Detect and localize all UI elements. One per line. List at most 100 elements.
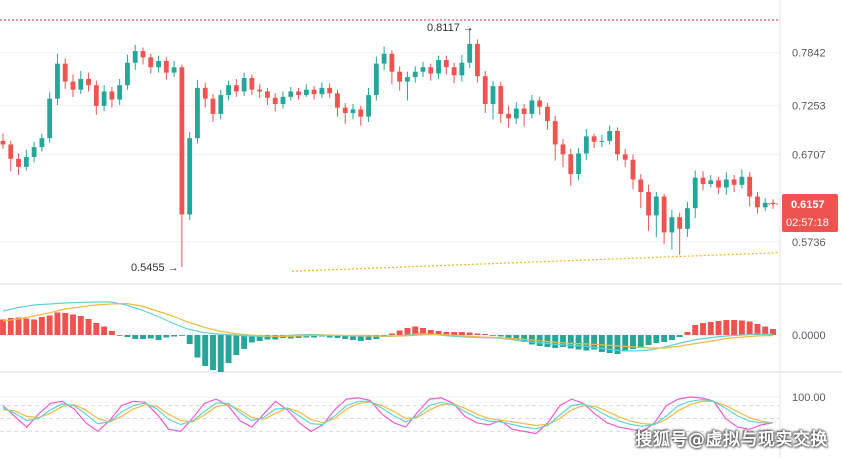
- candle-body: [187, 138, 193, 215]
- macd-histogram-bar: [93, 323, 100, 335]
- macd-histogram-bar: [54, 312, 61, 335]
- candle-body: [428, 67, 434, 74]
- macd-histogram-bar: [140, 335, 146, 339]
- candle-body: [607, 130, 613, 141]
- candle-body: [373, 63, 379, 96]
- macd-histogram-bar: [186, 335, 193, 344]
- candle-body: [552, 121, 558, 145]
- candle-body: [125, 62, 130, 86]
- candle-body: [521, 108, 527, 114]
- candle-body: [389, 53, 395, 72]
- price-tick-label: 0.7842: [792, 48, 826, 60]
- candle-body: [381, 53, 387, 64]
- macd-histogram-bar: [591, 335, 598, 350]
- macd-histogram-bar: [575, 335, 582, 350]
- macd-histogram-bar: [311, 335, 318, 338]
- macd-signal-line: [2, 301, 774, 352]
- candle-body: [272, 97, 278, 105]
- macd-histogram-bar: [490, 335, 496, 336]
- macd-histogram-bar: [373, 335, 380, 339]
- macd-histogram-bar: [427, 330, 434, 335]
- price-axis: 0.7842 0.7253 0.6707 0.5736 0.6157 02:57:18 0.…: [782, 48, 838, 404]
- candle-body: [630, 159, 636, 180]
- macd-histogram-bar: [171, 335, 178, 337]
- macd-histogram-bar: [505, 335, 512, 338]
- macd-histogram-bar: [770, 329, 776, 335]
- macd-histogram-bar: [606, 335, 613, 353]
- macd-histogram-bar: [420, 328, 426, 335]
- macd-histogram-bar: [560, 335, 566, 347]
- macd-histogram-bar: [583, 335, 590, 351]
- macd-histogram-bar: [521, 335, 528, 342]
- macd-histogram-bar: [124, 335, 131, 337]
- candle-body: [195, 87, 200, 139]
- macd-histogram-bar: [598, 335, 605, 352]
- macd-histogram-bar: [653, 335, 660, 343]
- candle-body: [117, 85, 123, 100]
- macd-histogram-bar: [31, 319, 38, 335]
- candle-body: [591, 136, 597, 142]
- candle-body: [436, 60, 441, 74]
- macd-histogram-bar: [676, 335, 683, 337]
- low-annotation: 0.5455 →: [131, 262, 179, 274]
- candle-body: [397, 71, 403, 82]
- macd-histogram-bar: [202, 335, 209, 366]
- kdj-tick-label: 100.00: [792, 392, 826, 404]
- candle-body: [179, 67, 185, 215]
- kdj-line: [2, 398, 773, 430]
- candle-body: [723, 179, 729, 188]
- candle-body: [545, 106, 550, 122]
- candle-body: [47, 98, 53, 139]
- candle-body: [70, 81, 76, 90]
- candle-body: [708, 180, 714, 184]
- candle-body: [405, 77, 410, 82]
- macd-histogram-bar: [217, 335, 224, 372]
- kdj-line: [2, 396, 774, 435]
- macd-histogram-bar: [622, 335, 629, 352]
- candle-body: [23, 157, 29, 167]
- macd-histogram-bar: [318, 335, 325, 337]
- kdj-line: [2, 400, 774, 427]
- candle-body: [218, 95, 224, 114]
- macd-histogram-bar: [241, 335, 248, 349]
- price-tick-label: 0.6707: [792, 150, 826, 162]
- candle-body: [202, 87, 208, 99]
- macd-histogram-bar: [101, 326, 108, 335]
- candle-body: [163, 60, 169, 73]
- macd-histogram-bar: [334, 335, 341, 338]
- macd-histogram-bar: [567, 335, 574, 349]
- macd-histogram-bar: [668, 335, 675, 340]
- candle-body: [86, 78, 91, 86]
- price-tick-label: 0.7253: [792, 101, 826, 113]
- macd-histogram-bar: [661, 335, 668, 342]
- macd-histogram-bar: [474, 333, 481, 335]
- macd-tick-label: 0.0000: [792, 330, 826, 342]
- candle-body: [490, 86, 496, 105]
- candle-body: [288, 91, 294, 97]
- candle-body: [669, 217, 675, 233]
- macd-pane: [0, 301, 776, 372]
- candle-body: [537, 100, 543, 107]
- macd-histogram-bar: [7, 318, 14, 335]
- candle-body: [615, 130, 620, 155]
- macd-histogram-bar: [256, 335, 263, 341]
- macd-histogram-bar: [443, 332, 450, 335]
- candle-body: [583, 136, 589, 154]
- candle-body: [93, 85, 99, 106]
- macd-histogram-bar: [233, 335, 240, 355]
- macd-histogram-bar: [723, 320, 730, 335]
- candle-body: [646, 192, 651, 216]
- candle-body: [700, 177, 706, 184]
- macd-histogram-bar: [23, 318, 30, 335]
- macd-histogram-bar: [637, 335, 644, 347]
- candle-body: [311, 89, 317, 95]
- candle-body: [342, 107, 348, 114]
- candle-body: [576, 153, 581, 175]
- candle-body: [16, 158, 21, 167]
- price-tick-label: 0.5736: [792, 237, 826, 249]
- macd-histogram-bar: [762, 326, 769, 335]
- candle-body: [62, 63, 68, 82]
- kdj-pane: [2, 396, 774, 435]
